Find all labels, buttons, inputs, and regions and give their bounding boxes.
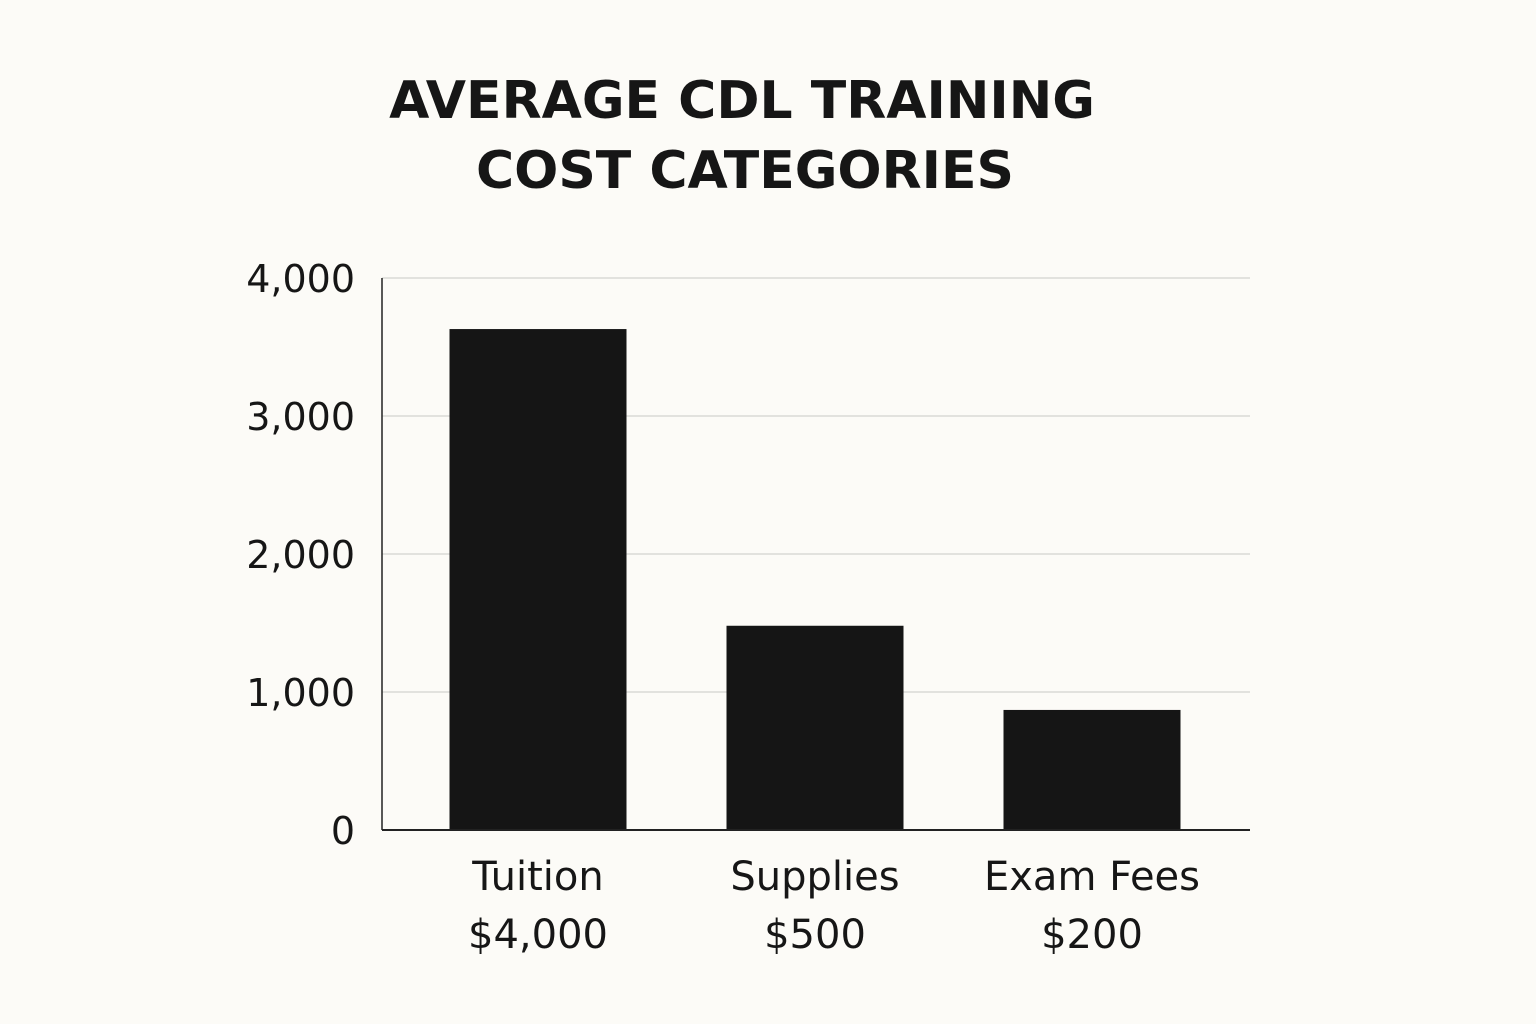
- y-tick-label: 2,000: [246, 533, 355, 577]
- category-label: Supplies: [730, 854, 899, 900]
- bar-supplies: [726, 625, 904, 830]
- chart-title-line-1: AVERAGE CDL TRAINING: [389, 71, 1095, 131]
- y-tick-label: 3,000: [246, 395, 355, 439]
- y-tick-label: 1,000: [246, 671, 355, 715]
- category-labels: Tuition $4,000 Supplies $500 Exam Fees $200: [468, 854, 1200, 958]
- y-tick-label: 0: [331, 809, 355, 853]
- y-tick-labels: 0 1,000 2,000 3,000 4,000: [246, 257, 355, 853]
- chart-title-line-2: COST CATEGORIES: [476, 141, 1014, 201]
- bar-tuition: [449, 329, 627, 830]
- category-label: Tuition: [471, 854, 603, 900]
- axes: [381, 278, 1250, 831]
- category-label: Exam Fees: [984, 854, 1200, 900]
- bars: [449, 329, 1181, 830]
- category-value-label: $4,000: [468, 912, 608, 958]
- y-tick-label: 4,000: [246, 257, 355, 301]
- category-value-label: $500: [764, 912, 866, 958]
- category-value-label: $200: [1041, 912, 1143, 958]
- bar-exam-fees: [1003, 709, 1181, 830]
